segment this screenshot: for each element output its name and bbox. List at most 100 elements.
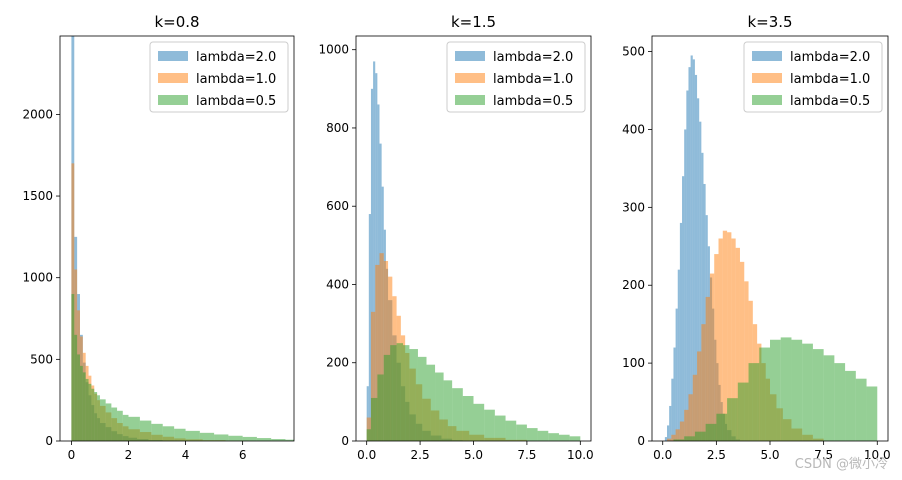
bar xyxy=(285,439,294,441)
bar xyxy=(737,382,749,441)
bar xyxy=(675,429,680,441)
bar xyxy=(697,351,702,441)
bar xyxy=(484,409,495,441)
bar xyxy=(473,403,485,441)
bar xyxy=(705,423,717,441)
bar xyxy=(684,129,687,441)
bar xyxy=(735,247,740,441)
bar xyxy=(383,354,391,441)
y-tick-label: 0 xyxy=(45,434,53,448)
bar xyxy=(370,311,376,441)
bar xyxy=(731,238,736,441)
watermark: CSDN @微小冷 xyxy=(794,457,888,472)
bar xyxy=(705,296,710,441)
series-lambda=0.5 xyxy=(673,337,878,441)
y-tick-label: 500 xyxy=(30,352,53,366)
bar xyxy=(697,98,700,441)
bar xyxy=(162,426,175,441)
bar xyxy=(526,428,538,441)
bar xyxy=(780,337,792,441)
bar xyxy=(684,409,689,441)
bar xyxy=(679,222,683,441)
bar xyxy=(692,59,695,441)
bars-group xyxy=(71,36,294,441)
bar xyxy=(701,152,704,441)
bar xyxy=(703,183,706,441)
series-lambda=0.5 xyxy=(71,294,294,441)
bar xyxy=(748,363,760,441)
x-tick-label: 10.0 xyxy=(864,448,891,462)
y-tick-label: 400 xyxy=(326,277,349,291)
series-lambda=0.5 xyxy=(366,343,581,441)
bar xyxy=(690,55,693,441)
bar xyxy=(682,176,685,441)
bar xyxy=(417,356,427,441)
bar xyxy=(271,439,286,441)
bar xyxy=(71,294,75,441)
bar xyxy=(679,421,685,441)
bar xyxy=(174,428,186,441)
bar xyxy=(694,431,706,441)
x-tick-label: 0.0 xyxy=(357,448,376,462)
x-tick-label: 5.0 xyxy=(464,448,483,462)
legend-label: lambda=0.5 xyxy=(493,94,573,109)
bar xyxy=(426,364,436,441)
bar xyxy=(373,61,376,441)
legend-swatch xyxy=(455,95,485,105)
legend-swatch xyxy=(455,51,485,61)
x-tick-label: 4 xyxy=(182,448,190,462)
bar xyxy=(714,254,719,441)
subplot-title: k=1.5 xyxy=(451,13,496,31)
legend-label: lambda=2.0 xyxy=(493,50,573,65)
bar xyxy=(669,405,672,441)
bar xyxy=(366,429,371,441)
y-tick-label: 800 xyxy=(326,121,349,135)
bar xyxy=(242,436,257,441)
bar xyxy=(671,378,674,441)
bar xyxy=(128,416,140,441)
bar xyxy=(770,339,781,441)
legend-label: lambda=1.0 xyxy=(790,72,870,87)
y-tick-label: 0 xyxy=(637,434,645,448)
bar xyxy=(866,386,878,441)
legend-swatch xyxy=(158,95,188,105)
bar xyxy=(744,281,749,441)
bar xyxy=(117,410,123,441)
bar xyxy=(834,363,846,441)
x-tick-label: 7.5 xyxy=(814,448,833,462)
bar xyxy=(99,399,106,441)
bar xyxy=(462,396,474,441)
bar xyxy=(692,374,698,441)
bar xyxy=(802,343,813,441)
subplot-2: k=1.5 0.0 2.5 5.0 7.5 10.0 0 200 400 600 800 1000 la… xyxy=(318,13,593,462)
bar xyxy=(379,253,384,441)
y-tick-label: 300 xyxy=(622,200,645,214)
bar xyxy=(77,354,80,441)
bars-group xyxy=(366,61,581,441)
bar xyxy=(377,374,384,441)
y-tick-label: 200 xyxy=(622,278,645,292)
y-tick-label: 1000 xyxy=(318,43,349,57)
y-tick-label: 1000 xyxy=(22,271,53,285)
legend-label: lambda=2.0 xyxy=(196,50,276,65)
bar xyxy=(688,394,693,441)
legend: lambda=2.0 lambda=1.0 lambda=0.5 xyxy=(446,41,586,113)
bar xyxy=(375,264,380,441)
bar xyxy=(727,398,738,441)
bar xyxy=(537,430,549,441)
bar xyxy=(370,88,374,441)
y-tick-label: 400 xyxy=(622,122,645,136)
bar xyxy=(664,437,668,441)
bar xyxy=(569,436,581,441)
legend-label: lambda=1.0 xyxy=(196,72,276,87)
legend-swatch xyxy=(455,73,485,83)
bar xyxy=(79,365,83,441)
bar xyxy=(718,238,723,441)
bar xyxy=(403,345,410,441)
bar xyxy=(88,383,92,441)
y-tick-label: 500 xyxy=(622,45,645,59)
bar xyxy=(722,230,728,441)
bar xyxy=(694,74,698,441)
bar xyxy=(709,273,715,441)
